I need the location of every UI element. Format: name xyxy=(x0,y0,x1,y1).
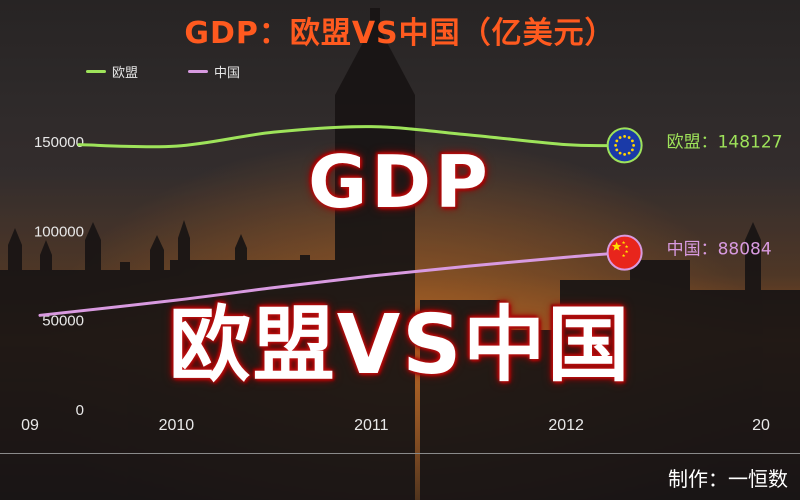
series-line-eu xyxy=(77,125,627,149)
footer-divider xyxy=(0,453,800,454)
end-label-eu: 欧盟：148127 xyxy=(667,132,783,152)
chart-title: GDP：欧盟VS中国（亿美元） xyxy=(184,16,616,51)
china-flag-icon xyxy=(606,234,643,271)
overlay-title-gdp: GDP xyxy=(308,140,492,224)
legend-item-china: 中国 xyxy=(188,62,240,81)
legend-label-china: 中国 xyxy=(214,66,241,81)
y-tick-label: 150000 xyxy=(34,134,84,151)
producer-credit: 制作：一恒数 xyxy=(668,467,788,491)
series-layer xyxy=(38,125,627,317)
series-line-china xyxy=(38,251,627,317)
y-tick-label: 100000 xyxy=(34,223,84,240)
eu-flag-icon xyxy=(606,127,643,164)
x-tick-label: 09 xyxy=(21,417,39,434)
y-tick-label: 50000 xyxy=(42,313,84,330)
legend-swatch-china xyxy=(188,70,209,73)
x-tick-label: 2010 xyxy=(159,417,195,434)
x-tick-label: 20 xyxy=(752,417,770,434)
x-tick-label: 2011 xyxy=(354,417,389,434)
legend-label-eu: 欧盟 xyxy=(112,66,139,81)
overlay-title-eu-vs-china: 欧盟VS中国 xyxy=(168,298,632,393)
x-tick-label: 2012 xyxy=(548,417,584,434)
legend-item-eu: 欧盟 xyxy=(86,62,138,81)
chart-legend: 欧盟 中国 xyxy=(86,62,240,81)
end-label-china: 中国：88084 xyxy=(667,240,772,260)
end-marker-layer: 欧盟：148127 中国：88084 xyxy=(606,127,783,271)
legend-swatch-eu xyxy=(86,70,106,73)
axis-layer: 0 50000 100000 150000 09 2010 2011 2012 20 xyxy=(21,134,770,434)
y-tick-label: 0 xyxy=(76,402,84,419)
